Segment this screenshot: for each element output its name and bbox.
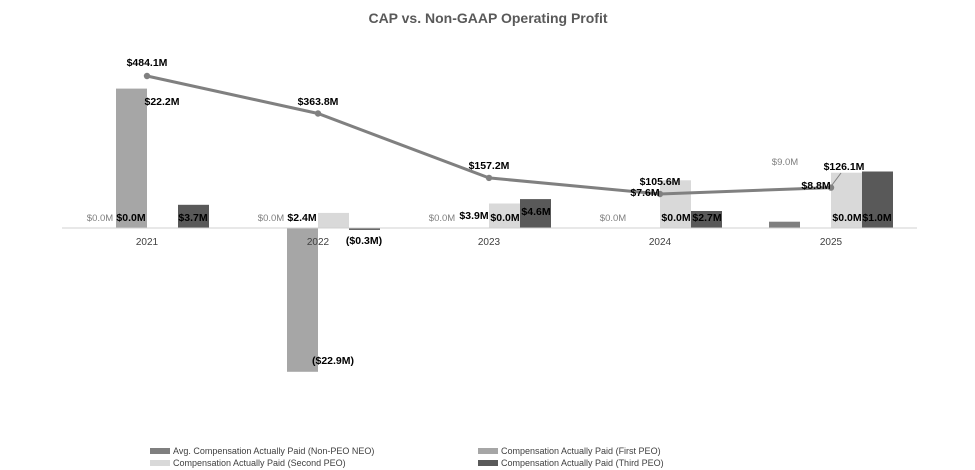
bar-compensation-actually-paid-second-peo-2025	[831, 172, 862, 228]
bar-label-avg-compensation-actually-paid-non-peo-neo-2024: $0.0M	[600, 213, 626, 224]
bar-label-compensation-actually-paid-third-peo-2022: ($0.3M)	[346, 235, 382, 247]
bar-label-avg-compensation-actually-paid-non-peo-neo-2023: $0.0M	[429, 213, 455, 224]
data-labels-layer: $484.1M $363.8M $157.2M $105.6M $126.1M $0.0M…	[87, 57, 892, 367]
bar-compensation-actually-paid-second-peo-2022	[318, 212, 349, 228]
bar-label-avg-compensation-actually-paid-non-peo-neo-2022: $0.0M	[258, 213, 284, 224]
bar-compensation-actually-paid-second-peo-2024	[660, 180, 691, 228]
bar-label-compensation-actually-paid-second-peo-2025: $8.8M	[801, 180, 830, 192]
legend-swatch-compensation-actually-paid-third-peo	[478, 460, 498, 466]
legend-label-compensation-actually-paid-third-peo: Compensation Actually Paid (Third PEO)	[501, 458, 664, 468]
line-label-leader-2025	[831, 172, 842, 186]
line-point-2025	[827, 184, 835, 191]
line-label-2022: $363.8M	[298, 96, 339, 108]
bar-compensation-actually-paid-third-peo-2023	[520, 199, 551, 228]
bar-compensation-actually-paid-third-peo-2024	[691, 211, 722, 228]
bar-label-compensation-actually-paid-second-peo-2023: $3.9M	[459, 210, 488, 222]
x-tick-label-2024: 2024	[649, 237, 672, 248]
x-tick-label-2025: 2025	[820, 237, 843, 248]
x-tick-label-2022: 2022	[307, 237, 330, 248]
line-label-2023: $157.2M	[469, 160, 510, 172]
line-layer	[143, 72, 835, 198]
bar-compensation-actually-paid-second-peo-2023	[489, 203, 520, 228]
bar-label-compensation-actually-paid-third-peo-2023: $4.6M	[521, 206, 550, 218]
legend-swatch-compensation-actually-paid-first-peo	[478, 448, 498, 454]
bar-label-compensation-actually-paid-second-peo-2024: $7.6M	[630, 187, 659, 199]
bar-compensation-actually-paid-third-peo-2025	[862, 171, 893, 228]
bar-compensation-actually-paid-first-peo-2021	[116, 88, 147, 228]
x-ticks-layer: 2021 2022 2023 2024 2025	[136, 237, 843, 248]
bar-avg-compensation-actually-paid-non-peo-neo-2025	[769, 221, 800, 228]
chart-title: CAP vs. Non-GAAP Operating Profit	[368, 10, 607, 26]
bar-label-compensation-actually-paid-first-peo-2023: $0.0M	[490, 212, 519, 224]
x-tick-label-2023: 2023	[478, 237, 501, 248]
bar-label-compensation-actually-paid-first-peo-2022: ($22.9M)	[312, 355, 354, 367]
bar-label-compensation-actually-paid-third-peo-2021: $3.7M	[178, 212, 207, 224]
line-point-2022	[314, 110, 322, 117]
bar-label-compensation-actually-paid-first-peo-2025: $0.0M	[832, 212, 861, 224]
line-label-2024: $105.6M	[640, 176, 681, 188]
bar-label-compensation-actually-paid-second-peo-2022: $2.4M	[287, 212, 316, 224]
line-point-2023	[485, 174, 493, 182]
bar-label-avg-compensation-actually-paid-non-peo-neo-2021: $0.0M	[87, 213, 113, 224]
line-point-2024	[656, 190, 664, 198]
legend-label-compensation-actually-paid-first-peo: Compensation Actually Paid (First PEO)	[501, 446, 661, 456]
bar-compensation-actually-paid-third-peo-2021	[178, 204, 209, 228]
line-label-2021: $484.1M	[127, 57, 168, 69]
bar-compensation-actually-paid-third-peo-2022	[349, 228, 380, 230]
line-point-2021	[143, 72, 151, 80]
bars-layer	[116, 88, 893, 372]
legend-label-avg-compensation-actually-paid-non-peo-neo: Avg. Compensation Actually Paid (Non-PEO…	[173, 446, 374, 456]
bar-label-compensation-actually-paid-third-peo-2024: $2.7M	[692, 212, 721, 224]
legend: Avg. Compensation Actually Paid (Non-PEO…	[150, 446, 664, 468]
bar-compensation-actually-paid-first-peo-2022	[287, 228, 318, 372]
bar-label-compensation-actually-paid-first-peo-2024: $0.0M	[661, 212, 690, 224]
bar-label-compensation-actually-paid-third-peo-2025: $9.0M	[772, 157, 798, 168]
legend-swatch-compensation-actually-paid-second-peo	[150, 460, 170, 466]
bar-label-avg-compensation-actually-paid-non-peo-neo-2025: $1.0M	[862, 212, 891, 224]
legend-label-compensation-actually-paid-second-peo: Compensation Actually Paid (Second PEO)	[173, 458, 346, 468]
bar-label-compensation-actually-paid-first-peo-2021: $22.2M	[144, 96, 179, 108]
legend-swatch-avg-compensation-actually-paid-non-peo-neo	[150, 448, 170, 454]
x-tick-label-2021: 2021	[136, 237, 159, 248]
bar-label-compensation-actually-paid-second-peo-2021: $0.0M	[116, 212, 145, 224]
line-label-2025: $126.1M	[824, 161, 865, 173]
